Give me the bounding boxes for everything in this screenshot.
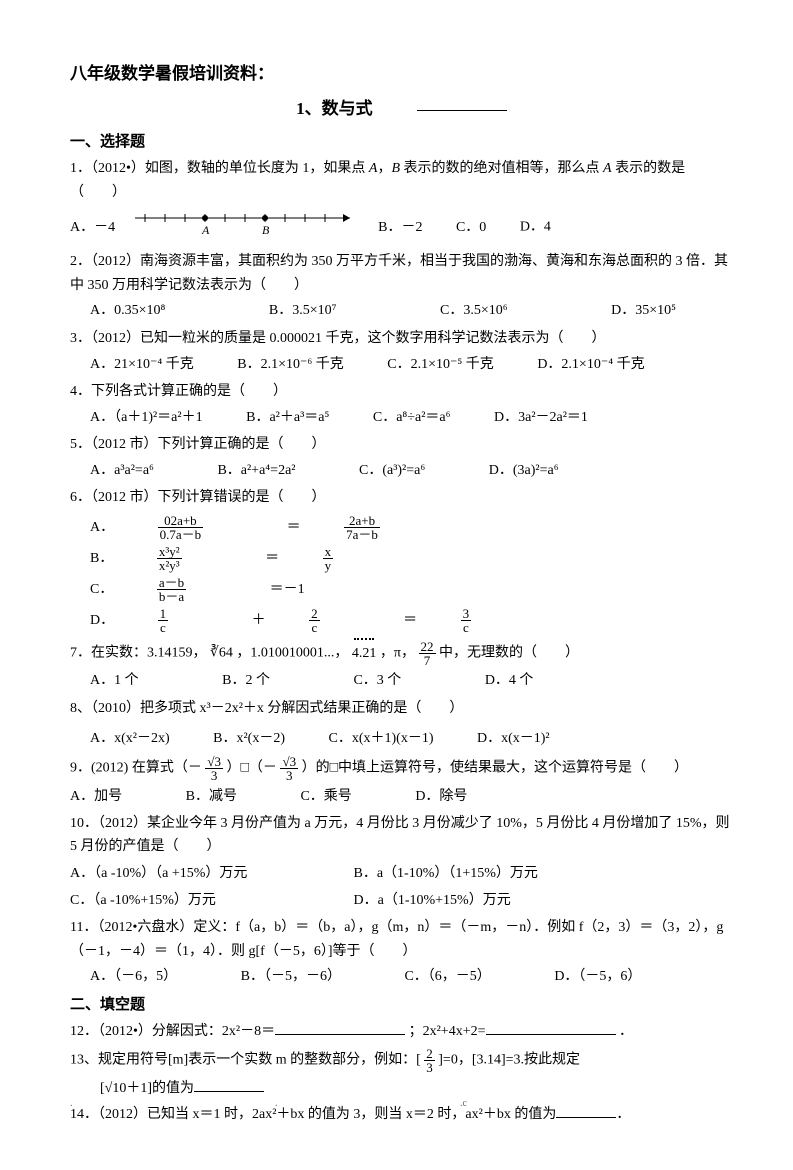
q4-optD: D．3a²－2a²＝1: [494, 407, 588, 429]
q10-optD: D．a（1-10%+15%）万元: [354, 893, 511, 908]
q11-optC: C．（6，－5）: [404, 966, 490, 988]
q1-stem-c: 表示的数的绝对值相等，那么点: [400, 161, 603, 176]
question-5-options: A．a³a²=a⁶ B．a²+a⁴=2a² C．(a³)²=a⁶ D．(3a)²…: [90, 460, 733, 482]
q4-optA: A．（a＋1)²＝a²＋1: [90, 407, 203, 429]
q1-B: B: [391, 161, 400, 176]
fraction-22-7: 227: [419, 640, 436, 667]
question-10-options-row1: A．（a -10%）（a +15%）万元 B．a（1-10%）（1+15%）万元: [70, 862, 733, 886]
question-8: 8、（2010）把多项式 x³－2x²＋x 分解因式结果正确的是（ ）: [70, 697, 733, 721]
footer: . . .c: [0, 1096, 793, 1112]
footer-dot-2: .: [275, 1098, 278, 1109]
question-9-options: A．加号 B．减号 C．乘号 D．除号: [70, 785, 733, 809]
q3-optA: A．21×10⁻⁴ 千克: [90, 354, 194, 376]
cube-root: ∛64: [210, 646, 233, 661]
question-8-options: A．x(x²－2x) B．x²(x－2) C．x(x＋1)(x－1) D．x(x…: [90, 728, 733, 750]
footer-dot-1: .: [70, 1098, 73, 1109]
q1-stem-b: ，: [377, 161, 391, 176]
teacher-name-blank: [417, 110, 507, 111]
q7-optA: A．1 个: [90, 670, 139, 692]
q5-optD: D．(3a)²=a⁶: [489, 460, 559, 482]
question-9: 9．(2012) 在算式（－ √33 ）□（－ √33 ）的□中填上运算符号，使…: [70, 755, 733, 782]
footer-c: .c: [460, 1098, 467, 1109]
q7-optC: C．3 个: [353, 670, 401, 692]
q3-optC: C．2.1×10⁻⁵ 千克: [387, 354, 494, 376]
q2-optD: D．35×10⁵: [611, 300, 676, 322]
question-11: 11．（2012•六盘水）定义：f（a，b）＝（b，a），g（m，n）＝（－m，…: [70, 916, 733, 964]
question-10: 10．（2012）某企业今年 3 月份产值为 a 万元，4 月份比 3 月份减少…: [70, 812, 733, 860]
q6-optB: B． x³y²x²y³ ＝ xy: [90, 544, 413, 575]
q3-optB: B．2.1×10⁻⁶ 千克: [237, 354, 344, 376]
q6-optD: D． 1c ＋ 2c ＝ 3c: [90, 606, 551, 637]
question-11-options: A．（－6，5） B．（－5，－6） C．（6，－5） D．（－5，6）: [90, 966, 733, 988]
q11-optD: D．（－5，6）: [554, 966, 641, 988]
q6-optA: A． 02a+b0.7a－b ＝ 2a+b7a－b: [90, 513, 460, 544]
svg-text:B: B: [262, 223, 270, 237]
q1-optB: B．－2: [378, 220, 422, 235]
number-line: A B: [135, 208, 365, 247]
q2-optB: B．3.5×10⁷: [269, 300, 337, 322]
question-4: 4．下列各式计算正确的是（ ）: [70, 380, 733, 404]
q10-optC: C．（a -10%+15%）万元: [70, 889, 350, 913]
question-10-options-row2: C．（a -10%+15%）万元 D．a（1-10%+15%）万元: [70, 889, 733, 913]
q2-optA: A．0.35×10⁸: [90, 300, 165, 322]
question-1: 1．（2012•）如图，数轴的单位长度为 1，如果点 A ，B 表示的数的绝对值相…: [70, 157, 733, 205]
q11-optA: A．（－6，5）: [90, 966, 177, 988]
svg-text:A: A: [201, 223, 210, 237]
section-2-heading: 二、填空题: [70, 993, 733, 1017]
q5-optB: B．a²+a⁴=2a²: [217, 460, 295, 482]
q8-optA: A．x(x²－2x): [90, 728, 170, 750]
main-title: 八年级数学暑假培训资料：: [70, 60, 733, 87]
q9-optC: C．乘号: [300, 789, 351, 804]
q8-optD: D．x(x－1)²: [477, 728, 550, 750]
q1-optD: D．4: [520, 220, 551, 235]
question-7-options: A．1 个 B．2 个 C．3 个 D．4 个: [90, 670, 733, 692]
q2-optC: C．3.5×10⁶: [440, 300, 508, 322]
q3-optD: D．2.1×10⁻⁴ 千克: [537, 354, 644, 376]
q1-optA: A．－4: [70, 220, 115, 235]
q7-optB: B．2 个: [222, 670, 270, 692]
question-3-options: A．21×10⁻⁴ 千克 B．2.1×10⁻⁶ 千克 C．2.1×10⁻⁵ 千克…: [90, 354, 733, 376]
q6-optC: C． a－bb－a ＝－1: [90, 575, 345, 606]
q4-optC: C．a⁸÷a²＝a⁶: [373, 407, 451, 429]
q4-optB: B．a²＋a³＝a⁵: [246, 407, 329, 429]
blank-12a: [275, 1034, 405, 1035]
q1-optC: C．0: [456, 220, 486, 235]
question-4-options: A．（a＋1)²＝a²＋1 B．a²＋a³＝a⁵ C．a⁸÷a²＝a⁶ D．3a…: [90, 407, 733, 429]
repeating-decimal: 4.21: [352, 642, 377, 666]
blank-14: [556, 1117, 616, 1118]
question-2-options: A．0.35×10⁸ B．3.5×10⁷ C．3.5×10⁶ D．35×10⁵: [90, 300, 733, 322]
q1-A2: A: [603, 161, 612, 176]
sub-title: 1、数与式: [70, 95, 733, 122]
question-2: 2．（2012）南海资源丰富，其面积约为 350 万平方千米，相当于我国的渤海、…: [70, 250, 733, 298]
question-12: 12．（2012•）分解因式：2x²－8＝ ；2x²+4x+2= ．: [70, 1020, 733, 1044]
q10-optB: B．a（1-10%）（1+15%）万元: [354, 866, 538, 881]
question-7: 7．在实数：3.14159， ∛64 ，1.010010001...， 4.21…: [70, 640, 733, 667]
question-1-line: A．－4 A B B．－2 C．0 D．4: [70, 208, 733, 247]
q5-optA: A．a³a²=a⁶: [90, 460, 154, 482]
q11-optB: B．（－5，－6）: [241, 966, 341, 988]
q10-optA: A．（a -10%）（a +15%）万元: [70, 862, 350, 886]
blank-13: [194, 1091, 264, 1092]
q9-optD: D．除号: [415, 789, 467, 804]
section-1-heading: 一、选择题: [70, 130, 733, 154]
q8-optB: B．x²(x－2): [213, 728, 285, 750]
q8-optC: C．x(x＋1)(x－1): [329, 728, 434, 750]
q9-optB: B．减号: [186, 789, 237, 804]
question-13: 13、规定用符号[m]表示一个实数 m 的整数部分，例如：[ 23 ]=0，[3…: [70, 1047, 733, 1074]
question-6-options: A． 02a+b0.7a－b ＝ 2a+b7a－b B． x³y²x²y³ ＝ …: [90, 513, 733, 636]
q7-optD: D．4 个: [485, 670, 534, 692]
q9-optA: A．加号: [70, 789, 122, 804]
q5-optC: C．(a³)²=a⁶: [359, 460, 425, 482]
sub-title-text: 1、数与式: [296, 99, 373, 118]
question-3: 3．（2012）已知一粒米的质量是 0.000021 千克，这个数字用科学记数法…: [70, 327, 733, 351]
q1-stem-a: 1．（2012•）如图，数轴的单位长度为 1，如果点: [70, 161, 369, 176]
question-5: 5．（2012 市）下列计算正确的是（ ）: [70, 433, 733, 457]
blank-12b: [486, 1034, 616, 1035]
question-6: 6．（2012 市）下列计算错误的是（ ）: [70, 486, 733, 510]
